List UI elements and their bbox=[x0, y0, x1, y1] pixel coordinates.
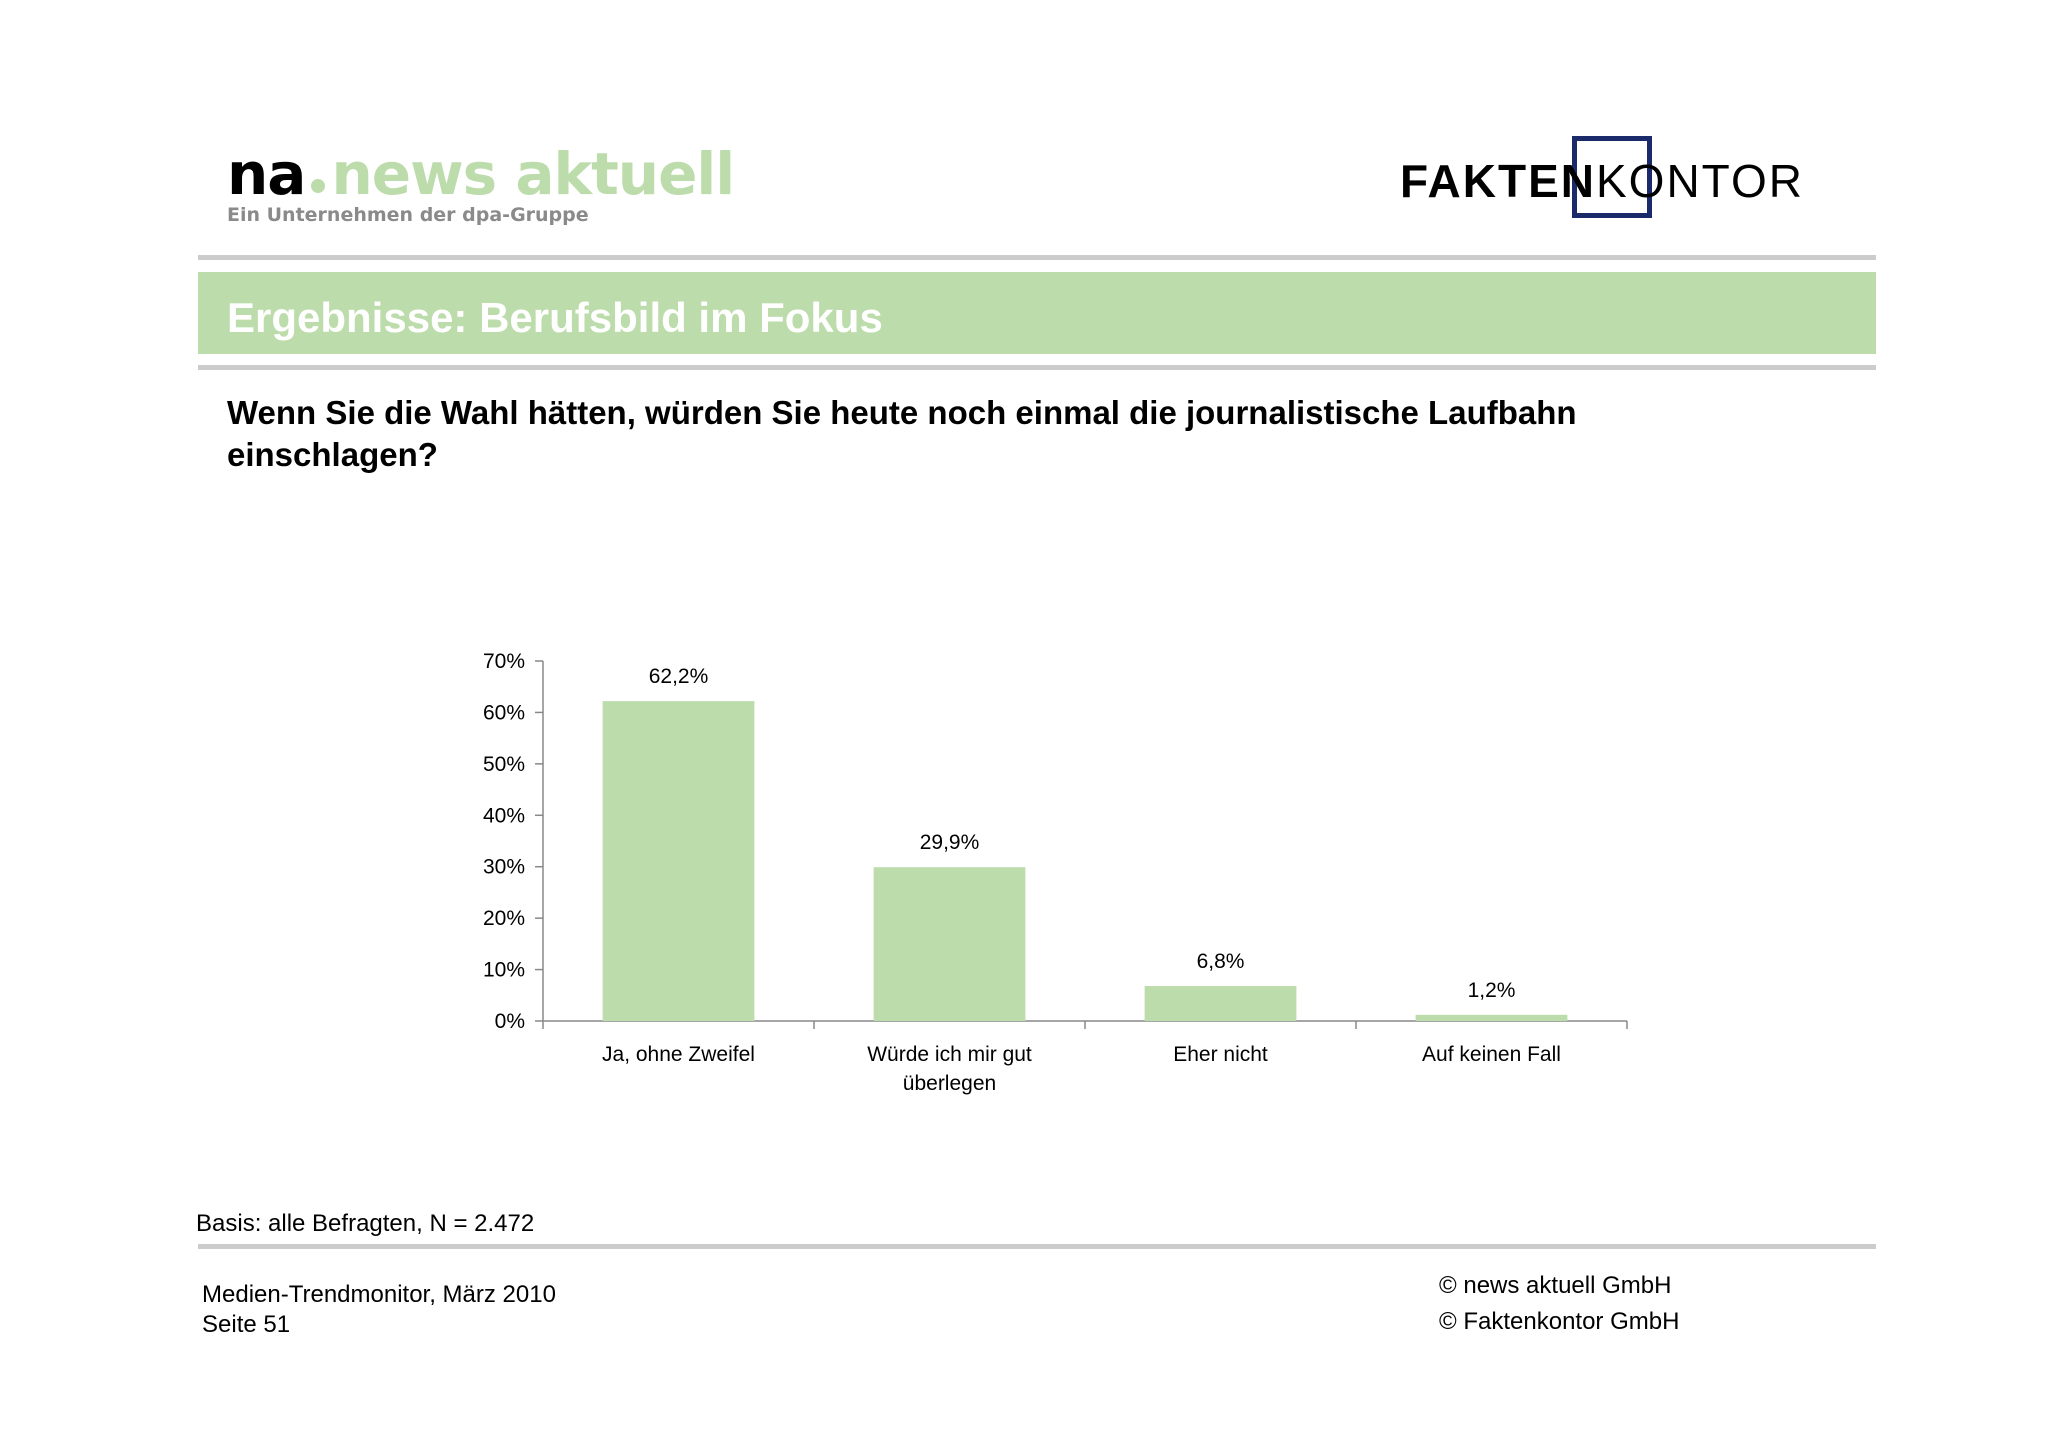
copyright-faktenkontor: © Faktenkontor GmbH bbox=[1439, 1308, 1680, 1335]
y-tick-label: 40% bbox=[483, 804, 525, 827]
category-label: Ja, ohne Zweifel bbox=[602, 1043, 755, 1066]
logo-na-text: na bbox=[227, 140, 306, 208]
faktenkontor-logo: FAKTENKONTOR bbox=[1400, 136, 1820, 220]
survey-question: Wenn Sie die Wahl hätten, würden Sie heu… bbox=[227, 394, 1577, 473]
section-banner bbox=[198, 272, 1876, 354]
category-label: Eher nicht bbox=[1173, 1043, 1268, 1066]
section-title: Ergebnisse: Berufsbild im Fokus bbox=[227, 294, 883, 341]
logo-subtitle: Ein Unternehmen der dpa-Gruppe bbox=[227, 204, 589, 226]
footer-divider bbox=[198, 1244, 1876, 1249]
data-label: 62,2% bbox=[649, 665, 709, 688]
data-label: 1,2% bbox=[1468, 979, 1516, 1002]
copyright-news-aktuell: © news aktuell GmbH bbox=[1439, 1272, 1672, 1299]
footer-copyright: © news aktuell GmbH © Faktenkontor GmbH bbox=[1439, 1268, 1679, 1340]
y-tick-label: 10% bbox=[483, 959, 525, 982]
y-tick-label: 70% bbox=[483, 650, 525, 673]
x-axis bbox=[542, 1020, 1628, 1029]
logo-kontor: KONTOR bbox=[1596, 155, 1804, 207]
logo-fakten: FAKTEN bbox=[1400, 155, 1596, 207]
bars bbox=[602, 701, 1568, 1021]
basis-note: Basis: alle Befragten, N = 2.472 bbox=[196, 1210, 535, 1237]
category-labels: Ja, ohne Zweifel Würde ich mir gut überleg… bbox=[602, 1043, 1561, 1095]
news-aktuell-logo: na news aktuell bbox=[227, 140, 735, 208]
bar bbox=[1415, 1014, 1568, 1021]
y-tick-label: 20% bbox=[483, 907, 525, 930]
top-divider bbox=[198, 255, 1876, 260]
bar bbox=[1144, 986, 1297, 1021]
footer-page-number: Seite 51 bbox=[202, 1311, 291, 1338]
footer-source: Medien-Trendmonitor, März 2010 Seite 51 bbox=[202, 1280, 556, 1340]
bar bbox=[602, 701, 755, 1021]
y-tick-label: 60% bbox=[483, 701, 525, 724]
banner-divider bbox=[198, 365, 1876, 370]
data-label: 6,8% bbox=[1197, 950, 1245, 973]
logo-faktenkontor-text: FAKTENKONTOR bbox=[1400, 154, 1804, 208]
logo-news-text: news aktuell bbox=[331, 140, 735, 208]
logo-dot-icon bbox=[311, 178, 326, 193]
category-label: Würde ich mir gut überlegen bbox=[867, 1043, 1032, 1095]
y-axis: 0% 10% 20% 30% 40% 50% 60% 70% bbox=[483, 650, 544, 1033]
y-tick-label: 30% bbox=[483, 856, 525, 879]
logo-bracket-icon bbox=[1572, 136, 1652, 218]
data-labels: 62,2% 29,9% 6,8% 1,2% bbox=[649, 665, 1516, 1002]
category-label: Auf keinen Fall bbox=[1422, 1043, 1561, 1066]
footer-publication: Medien-Trendmonitor, März 2010 bbox=[202, 1281, 556, 1308]
data-label: 29,9% bbox=[920, 831, 980, 854]
y-tick-label: 0% bbox=[495, 1010, 525, 1033]
bar bbox=[873, 867, 1026, 1021]
y-tick-label: 50% bbox=[483, 753, 525, 776]
